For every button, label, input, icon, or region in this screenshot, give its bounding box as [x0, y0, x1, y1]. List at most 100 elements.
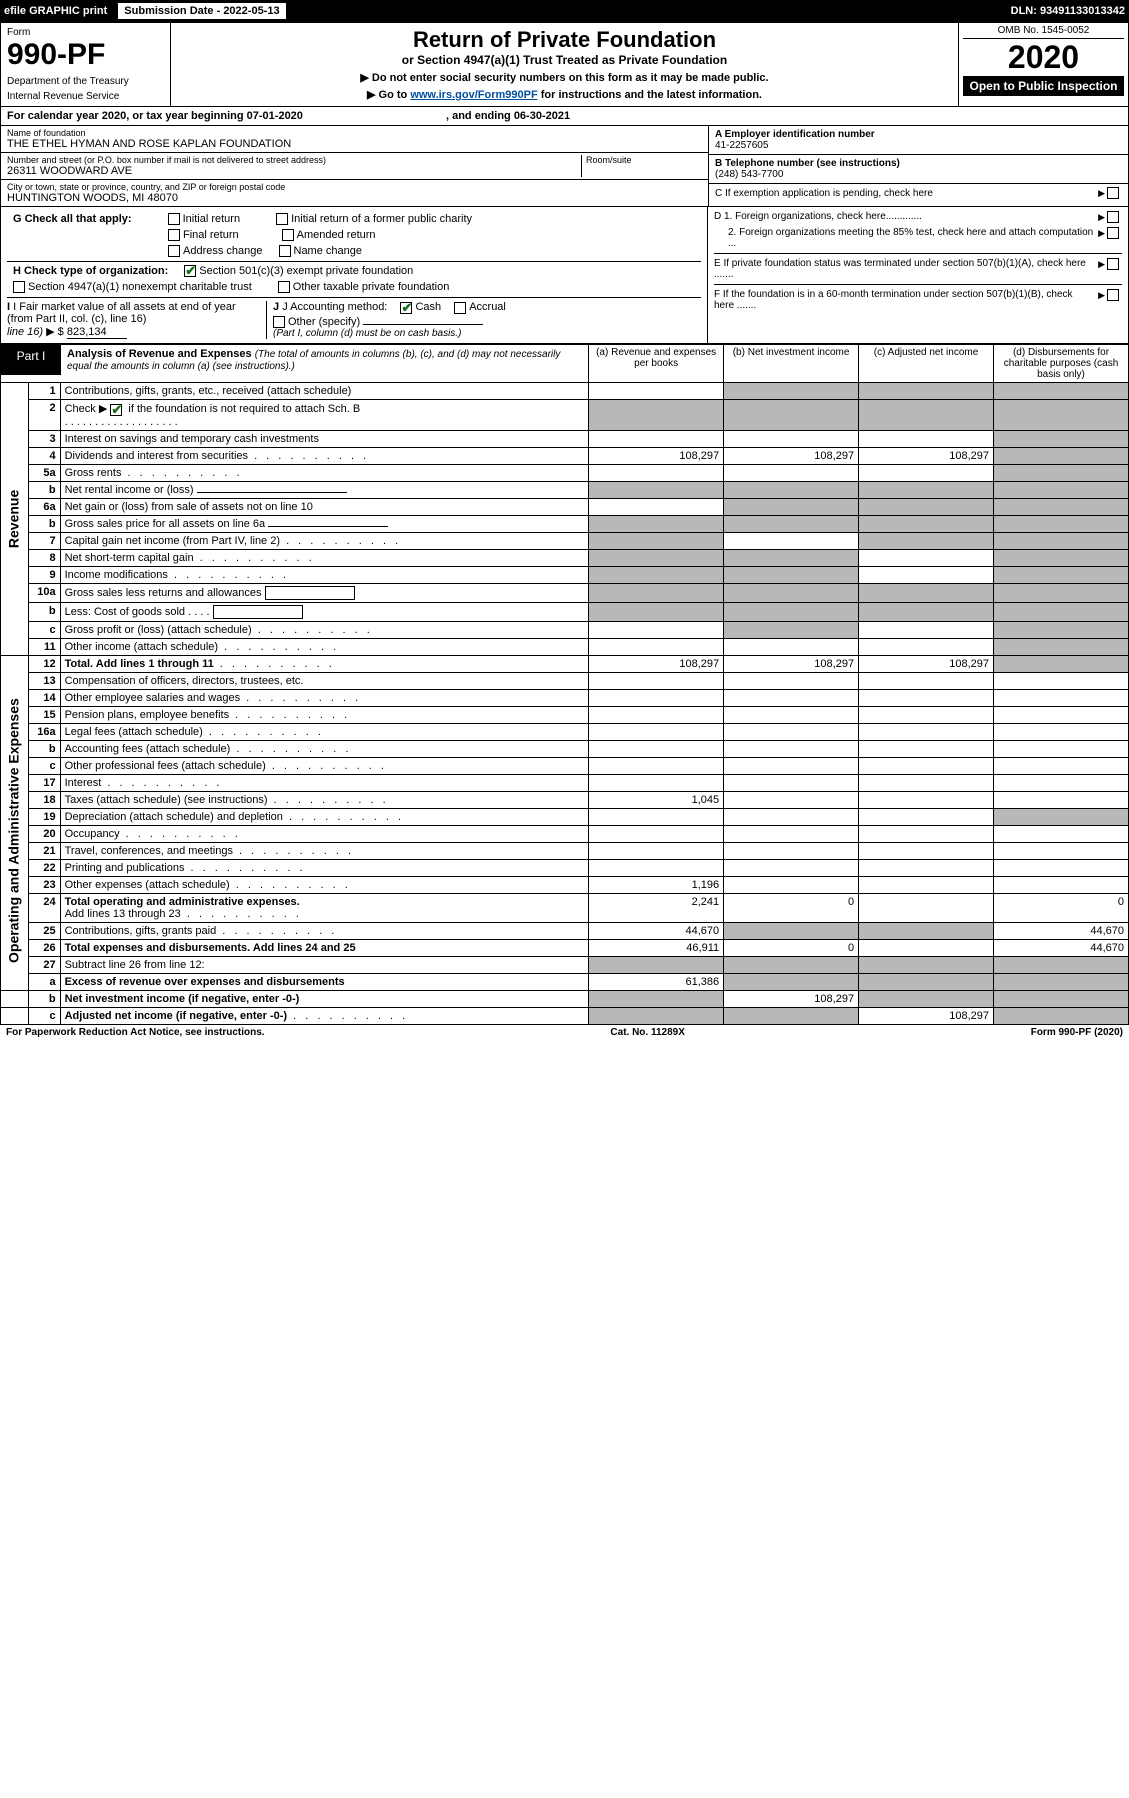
name-label: Name of foundation — [7, 128, 702, 138]
id-right: A Employer identification number 41-2257… — [708, 126, 1128, 206]
row-21: 21Travel, conferences, and meetings — [1, 842, 1129, 859]
part1-title: Analysis of Revenue and Expenses — [67, 348, 252, 360]
j-other: Other (specify) — [288, 316, 360, 328]
r24b-desc: Add lines 13 through 23 — [65, 908, 181, 920]
r22-desc: Printing and publications — [65, 862, 185, 874]
r27a-a: 61,386 — [589, 973, 724, 990]
r19-desc: Depreciation (attach schedule) and deple… — [65, 811, 283, 823]
row-15: 15Pension plans, employee benefits — [1, 706, 1129, 723]
row-2: 2 Check ▶ if the foundation is not requi… — [1, 400, 1129, 430]
row-13: Operating and Administrative Expenses 13… — [1, 672, 1129, 689]
r6a-desc: Net gain or (loss) from sale of assets n… — [60, 498, 589, 515]
r14-desc: Other employee salaries and wages — [65, 692, 240, 704]
r10a-desc: Gross sales less returns and allowances — [65, 586, 262, 598]
g-name-check[interactable] — [279, 245, 291, 257]
f-check[interactable] — [1107, 289, 1119, 301]
g-address: Address change — [183, 245, 263, 257]
row-16a: 16aLegal fees (attach schedule) — [1, 723, 1129, 740]
g-address-check[interactable] — [168, 245, 180, 257]
identification-grid: Name of foundation THE ETHEL HYMAN AND R… — [0, 126, 1129, 207]
row-18: 18Taxes (attach schedule) (see instructi… — [1, 791, 1129, 808]
r4-b: 108,297 — [724, 447, 859, 464]
g-amended-check[interactable] — [282, 229, 294, 241]
omb-number: OMB No. 1545-0052 — [963, 25, 1124, 39]
r1-desc: Contributions, gifts, grants, etc., rece… — [60, 383, 589, 400]
col-d-header: (d) Disbursements for charitable purpose… — [994, 345, 1129, 383]
r2-dots: . . . . . . . . . . . . . . . . . . . — [65, 416, 585, 428]
h-4947-check[interactable] — [13, 281, 25, 293]
j-accrual-check[interactable] — [454, 302, 466, 314]
g-initial: Initial return — [183, 213, 240, 225]
j-cash-check[interactable] — [400, 302, 412, 314]
i-cell: I I Fair market value of all assets at e… — [7, 301, 267, 339]
r5a-desc: Gross rents — [65, 467, 122, 479]
h-other: Other taxable private foundation — [293, 281, 450, 293]
r18-desc: Taxes (attach schedule) (see instruction… — [65, 794, 268, 806]
j-accrual: Accrual — [469, 301, 506, 313]
cal-year-end: , and ending 06-30-2021 — [446, 110, 570, 122]
r4-desc: Dividends and interest from securities — [65, 450, 248, 462]
foundation-name: THE ETHEL HYMAN AND ROSE KAPLAN FOUNDATI… — [7, 138, 702, 150]
address-row: Number and street (or P.O. box number if… — [1, 153, 708, 180]
r26-a: 46,911 — [589, 939, 724, 956]
r2-check[interactable] — [110, 404, 122, 416]
r2-pre: Check ▶ — [65, 403, 108, 415]
h-row-2: Section 4947(a)(1) nonexempt charitable … — [7, 279, 701, 295]
form-header: Form 990-PF Department of the Treasury I… — [0, 22, 1129, 107]
h-other-check[interactable] — [278, 281, 290, 293]
r25-desc: Contributions, gifts, grants paid — [65, 925, 217, 937]
r11-desc: Other income (attach schedule) — [65, 641, 218, 653]
d1-check[interactable] — [1107, 211, 1119, 223]
d2-label: 2. Foreign organizations meeting the 85%… — [714, 227, 1094, 249]
city-label: City or town, state or province, country… — [7, 182, 702, 192]
g-amended: Amended return — [297, 229, 376, 241]
e-check[interactable] — [1107, 258, 1119, 270]
part1-desc: Analysis of Revenue and Expenses (The to… — [61, 345, 588, 375]
row-10b: bLess: Cost of goods sold . . . . — [1, 602, 1129, 621]
r26-d: 44,670 — [994, 939, 1129, 956]
g-former-check[interactable] — [276, 213, 288, 225]
g-initial-check[interactable] — [168, 213, 180, 225]
instruct-1: ▶ Do not enter social security numbers o… — [179, 71, 950, 84]
efile-label: efile GRAPHIC print — [4, 5, 107, 17]
top-bar: efile GRAPHIC print Submission Date - 20… — [0, 0, 1129, 22]
row-9: 9Income modifications — [1, 566, 1129, 583]
r4-c: 108,297 — [859, 447, 994, 464]
row-20: 20Occupancy — [1, 825, 1129, 842]
f-label: F If the foundation is in a 60-month ter… — [714, 289, 1094, 311]
footer-right: Form 990-PF (2020) — [1031, 1027, 1123, 1038]
irs-link[interactable]: www.irs.gov/Form990PF — [410, 89, 537, 101]
h-501c3-check[interactable] — [184, 265, 196, 277]
j-other-check[interactable] — [273, 316, 285, 328]
row-14: 14Other employee salaries and wages — [1, 689, 1129, 706]
j-note: (Part I, column (d) must be on cash basi… — [273, 328, 701, 339]
r27a-desc: Excess of revenue over expenses and disb… — [65, 976, 345, 988]
r18-a: 1,045 — [589, 791, 724, 808]
cal-year-begin: For calendar year 2020, or tax year begi… — [7, 110, 303, 122]
part1-header-row: Part I Analysis of Revenue and Expenses … — [1, 345, 1129, 383]
instruct-2: ▶ Go to www.irs.gov/Form990PF for instru… — [179, 88, 950, 101]
footer: For Paperwork Reduction Act Notice, see … — [0, 1025, 1129, 1040]
row-11: 11Other income (attach schedule) — [1, 638, 1129, 655]
row-24: 24Total operating and administrative exp… — [1, 893, 1129, 922]
r12-a: 108,297 — [589, 655, 724, 672]
r27b-desc: Net investment income (if negative, ente… — [65, 993, 300, 1005]
r3-desc: Interest on savings and temporary cash i… — [60, 430, 589, 447]
e-label: E If private foundation status was termi… — [714, 258, 1094, 280]
footer-left: For Paperwork Reduction Act Notice, see … — [6, 1027, 265, 1038]
j-cash: Cash — [415, 301, 441, 313]
tax-year: 2020 — [963, 39, 1124, 76]
row-12: 12Total. Add lines 1 through 11108,29710… — [1, 655, 1129, 672]
r27c-c: 108,297 — [859, 1007, 994, 1024]
r23-a: 1,196 — [589, 876, 724, 893]
d2-check[interactable] — [1107, 227, 1119, 239]
row-27a: aExcess of revenue over expenses and dis… — [1, 973, 1129, 990]
foundation-name-row: Name of foundation THE ETHEL HYMAN AND R… — [1, 126, 708, 153]
h-row: H Check type of organization: Section 50… — [7, 261, 701, 279]
r21-desc: Travel, conferences, and meetings — [65, 845, 233, 857]
submission-date: Submission Date - 2022-05-13 — [117, 2, 286, 20]
form-number: 990-PF — [7, 38, 164, 72]
r27-desc: Subtract line 26 from line 12: — [60, 956, 589, 973]
g-final-check[interactable] — [168, 229, 180, 241]
r12-b: 108,297 — [724, 655, 859, 672]
